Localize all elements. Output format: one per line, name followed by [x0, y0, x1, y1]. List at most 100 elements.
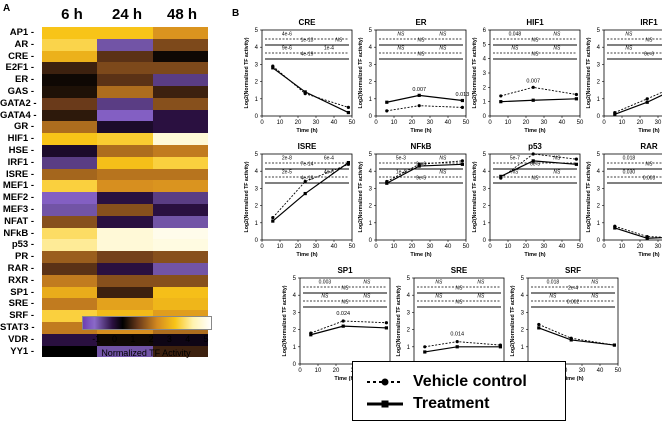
- data-point: [613, 226, 617, 230]
- chart-title: HIF1: [526, 18, 544, 27]
- heatmap-row: [42, 298, 208, 311]
- data-point: [384, 321, 388, 325]
- y-tick-label: 3: [407, 310, 411, 316]
- significance-label: 9e-6: [282, 46, 292, 52]
- data-point: [460, 105, 464, 109]
- heatmap-cell: [42, 239, 98, 252]
- heatmap-cell: [152, 298, 208, 311]
- colorbar-tick: 1: [130, 334, 136, 344]
- heatmap-row: [42, 227, 208, 240]
- x-tick-label: 50: [463, 244, 470, 250]
- series-line: [272, 65, 349, 108]
- series-line: [386, 94, 463, 103]
- x-tick-label: 50: [577, 120, 584, 126]
- x-axis-label: Time (h): [296, 128, 317, 134]
- series-line: [538, 324, 615, 346]
- heatmap-row-label: NFAT -: [4, 215, 34, 227]
- y-tick-label: 2: [369, 204, 373, 210]
- annotation-label: 0.007: [526, 78, 540, 84]
- x-tick-label: 0: [602, 244, 606, 250]
- data-point: [574, 162, 578, 166]
- y-tick-label: 3: [483, 71, 487, 77]
- significance-label: NS: [418, 38, 426, 44]
- heatmap-cell: [152, 62, 208, 75]
- data-point: [384, 326, 388, 330]
- data-point: [460, 98, 464, 103]
- heatmap-cell: [97, 274, 153, 287]
- heatmap-cell: [152, 85, 208, 98]
- y-tick-label: 0: [597, 238, 601, 244]
- heatmap-row: [42, 27, 208, 39]
- heatmap-row-label: MEF2 -: [2, 192, 34, 204]
- x-axis-label: Time (h): [638, 128, 659, 134]
- chart-title: SP1: [337, 266, 353, 275]
- significance-label: NS: [439, 46, 447, 52]
- data-point: [537, 322, 541, 327]
- heatmap-cell: [42, 333, 98, 346]
- x-tick-label: 0: [260, 120, 264, 126]
- data-point: [385, 100, 389, 104]
- heatmap-row: [42, 333, 208, 346]
- significance-label: NS: [456, 286, 464, 292]
- heatmap-row-label: AR -: [14, 38, 34, 50]
- significance-label: NS: [439, 170, 447, 176]
- x-tick-label: 50: [463, 120, 470, 126]
- heatmap-row: [42, 38, 208, 51]
- heatmap-cell: [97, 121, 153, 134]
- heatmap-row: [42, 192, 208, 204]
- heatmap-row: [42, 97, 208, 110]
- heatmap-cell: [97, 156, 153, 169]
- heatmap-cell: [152, 345, 208, 358]
- legend-vehicle-marker: [381, 378, 389, 386]
- heatmap-cell: [42, 321, 98, 334]
- y-tick-label: 0: [483, 238, 487, 244]
- y-tick-label: 0: [369, 114, 373, 120]
- y-axis-label: Log2(Normalized TF activity): [472, 37, 478, 108]
- annotation-label: 0.007: [412, 87, 426, 93]
- significance-label: 4e-18: [301, 176, 314, 182]
- x-tick-label: 0: [298, 368, 302, 374]
- significance-label: NS: [435, 280, 443, 286]
- heatmap-cell: [152, 251, 208, 263]
- data-point: [455, 345, 459, 349]
- heatmap-cell: [42, 262, 98, 275]
- data-point: [385, 181, 389, 185]
- legend-swatches: [367, 378, 403, 408]
- y-axis-label: Log2(Normalized TF activity): [244, 37, 250, 108]
- data-point: [346, 161, 350, 165]
- heatmap-cell: [97, 109, 153, 122]
- significance-label: NS: [439, 32, 447, 38]
- heatmap-cell: [42, 38, 98, 51]
- significance-label: NS: [553, 170, 561, 176]
- heatmap-cell: [152, 180, 208, 193]
- heatmap-row-label: GR -: [13, 121, 34, 133]
- x-tick-label: 10: [391, 120, 398, 126]
- y-tick-label: 5: [597, 28, 601, 34]
- series-line: [614, 91, 662, 113]
- heatmap-cell: [42, 227, 98, 240]
- heatmap-row-label: GAS -: [7, 86, 34, 97]
- data-point: [423, 345, 427, 349]
- plot-frame: [375, 29, 467, 117]
- data-point: [423, 350, 427, 354]
- y-axis-label: Log2(Normalized TF activity): [472, 161, 478, 232]
- series-line: [614, 227, 662, 239]
- annotation-label: 0.024: [336, 311, 350, 317]
- heatmap-cell: [152, 38, 208, 51]
- y-tick-label: 2: [483, 204, 487, 210]
- data-point: [341, 324, 345, 328]
- x-axis-label: Time (h): [410, 128, 431, 134]
- heatmap-cell: [97, 97, 153, 110]
- heatmap-cell: [152, 215, 208, 228]
- y-tick-label: 5: [597, 152, 601, 158]
- heatmap-row: [42, 180, 208, 193]
- heatmap-cell: [42, 62, 98, 75]
- significance-label: 6e-5: [530, 162, 540, 168]
- data-point: [531, 85, 535, 89]
- significance-label: 1e-4: [324, 46, 334, 52]
- y-tick-label: 1: [521, 345, 525, 351]
- significance-label: NS: [435, 294, 443, 300]
- x-tick-label: 10: [277, 120, 284, 126]
